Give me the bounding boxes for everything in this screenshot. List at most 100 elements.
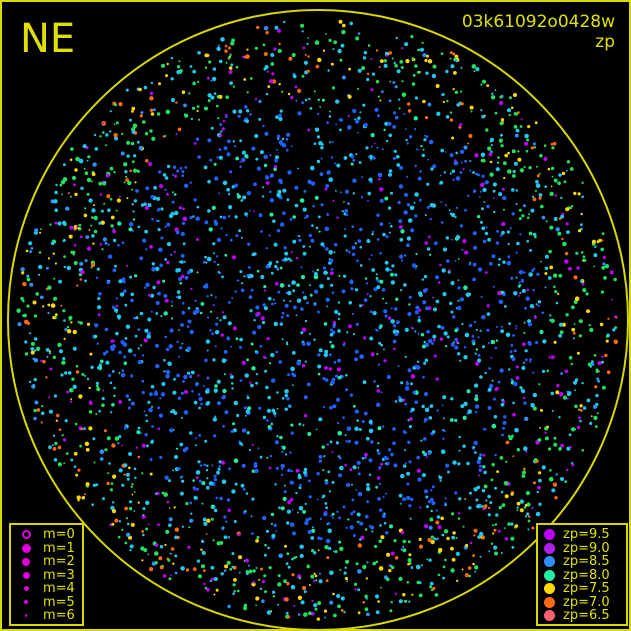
star <box>258 213 263 218</box>
star <box>517 150 520 153</box>
star <box>125 532 131 537</box>
star <box>529 304 535 309</box>
star <box>282 211 286 215</box>
star <box>394 273 398 277</box>
star <box>509 227 512 230</box>
star <box>223 146 228 151</box>
star <box>79 321 83 325</box>
star <box>297 167 300 170</box>
star <box>408 303 411 306</box>
star <box>497 291 502 296</box>
star <box>364 452 368 457</box>
star <box>77 321 80 324</box>
star <box>151 217 154 221</box>
star <box>337 358 341 363</box>
star <box>368 177 373 182</box>
zp-legend-item: zp=9.0 <box>544 541 620 556</box>
star <box>128 118 132 122</box>
star <box>390 280 396 285</box>
star <box>287 170 292 175</box>
star <box>411 57 415 61</box>
star <box>97 313 101 317</box>
star <box>147 400 151 404</box>
star <box>528 166 532 170</box>
star <box>354 409 359 414</box>
star <box>97 366 101 370</box>
star <box>452 178 455 181</box>
star <box>374 594 380 599</box>
star <box>276 435 279 438</box>
star <box>580 227 583 231</box>
star <box>122 342 128 347</box>
star <box>268 234 271 237</box>
star <box>313 572 316 575</box>
star <box>183 260 186 263</box>
star <box>399 254 404 259</box>
star <box>185 502 189 506</box>
star <box>20 296 24 301</box>
star <box>417 316 421 319</box>
star <box>454 54 459 59</box>
star <box>229 567 233 571</box>
star <box>482 187 487 193</box>
star <box>441 93 445 96</box>
star <box>134 476 137 480</box>
star <box>360 176 363 179</box>
star <box>553 436 557 440</box>
star <box>375 80 380 84</box>
star <box>213 508 218 513</box>
star <box>279 109 283 113</box>
star <box>204 255 208 259</box>
star <box>574 296 580 302</box>
star <box>333 613 337 618</box>
star <box>308 97 311 101</box>
star <box>111 443 116 448</box>
star <box>531 195 535 198</box>
star <box>323 322 328 326</box>
star <box>369 295 372 298</box>
star <box>388 172 392 177</box>
star <box>473 440 478 446</box>
star <box>228 467 232 471</box>
star <box>539 426 542 429</box>
star <box>473 534 476 537</box>
star <box>314 607 318 611</box>
star <box>377 600 380 603</box>
star <box>290 469 294 473</box>
star <box>76 226 78 229</box>
star <box>197 374 200 377</box>
star <box>157 220 160 222</box>
star <box>566 390 569 393</box>
star <box>207 179 211 184</box>
star <box>165 529 170 535</box>
star <box>33 408 37 413</box>
star <box>99 449 105 455</box>
star <box>530 403 535 408</box>
star <box>170 547 175 551</box>
star <box>35 346 41 351</box>
star <box>560 214 564 219</box>
star <box>195 487 199 491</box>
star <box>266 456 269 459</box>
star <box>175 296 178 298</box>
star <box>414 64 418 68</box>
star <box>253 464 258 468</box>
star <box>445 345 448 348</box>
star <box>82 144 87 149</box>
star <box>376 279 380 283</box>
star <box>470 110 473 113</box>
star <box>511 188 515 192</box>
star <box>75 156 80 162</box>
star <box>558 392 564 397</box>
star <box>472 171 475 174</box>
star <box>384 314 388 318</box>
star <box>410 566 414 569</box>
star <box>481 207 484 211</box>
star <box>192 479 195 482</box>
star <box>128 506 133 511</box>
star <box>303 467 308 472</box>
star <box>478 468 482 472</box>
star <box>291 351 296 355</box>
star <box>303 60 308 65</box>
star <box>249 309 253 313</box>
